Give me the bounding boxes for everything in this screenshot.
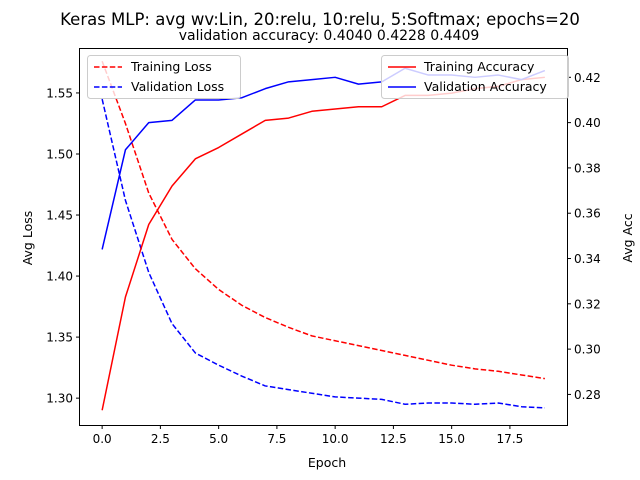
left-y-tick-label: 1.55 [46, 86, 73, 100]
legend-right: Training Accuracy Validation Accuracy [381, 55, 569, 99]
x-tick-label: 0.0 [93, 432, 112, 446]
left-y-tick-label: 1.30 [46, 392, 73, 406]
left-y-axis-label: Avg Loss [20, 211, 35, 266]
x-tick-label: 2.5 [151, 432, 170, 446]
legend-label-validation-accuracy: Validation Accuracy [424, 79, 547, 94]
left-y-tick-label: 1.50 [46, 147, 73, 161]
right-y-axis-label: Avg Acc [620, 213, 635, 262]
series-line-validation-loss [101, 98, 545, 409]
right-y-tick-label: 0.40 [574, 116, 601, 130]
right-y-tick-label: 0.30 [574, 343, 601, 357]
right-y-tick-label: 0.42 [574, 71, 601, 85]
x-tick-label: 5.0 [209, 432, 228, 446]
legend-label-training-loss: Training Loss [130, 59, 212, 74]
legend-right-box [381, 55, 569, 99]
right-y-tick-label: 0.32 [574, 297, 601, 311]
series-line-training-loss [101, 60, 545, 380]
plot-frame [79, 48, 568, 426]
chart-subtitle: validation accuracy: 0.4040 0.4228 0.440… [179, 28, 480, 44]
axis-layer: 0.0 2.5 5.0 7.5 10.0 12.5 15.0 17.5 1.30 1.35 1.40… [46, 71, 600, 446]
legend-left: Training Loss Validation Loss [87, 55, 241, 99]
x-axis-label: Epoch [308, 455, 346, 470]
right-y-tick-label: 0.28 [574, 388, 601, 402]
legend-label-training-accuracy: Training Accuracy [423, 59, 535, 74]
x-tick-label: 15.0 [438, 432, 465, 446]
left-y-tick-label: 1.40 [46, 270, 73, 284]
chart-title: Keras MLP: avg wv:Lin, 20:relu, 10:relu,… [60, 10, 580, 29]
x-tick-label: 7.5 [267, 432, 286, 446]
x-tick-label: 12.5 [380, 432, 407, 446]
right-y-tick-label: 0.38 [574, 161, 601, 175]
legend-label-validation-loss: Validation Loss [131, 79, 224, 94]
right-y-tick-label: 0.34 [574, 252, 601, 266]
left-y-tick-label: 1.45 [46, 209, 73, 223]
right-y-tick-label: 0.36 [574, 207, 601, 221]
x-tick-label: 17.5 [497, 432, 524, 446]
legend-left-box [87, 55, 241, 99]
x-tick-label: 10.0 [322, 432, 349, 446]
left-y-tick-label: 1.35 [46, 331, 73, 345]
